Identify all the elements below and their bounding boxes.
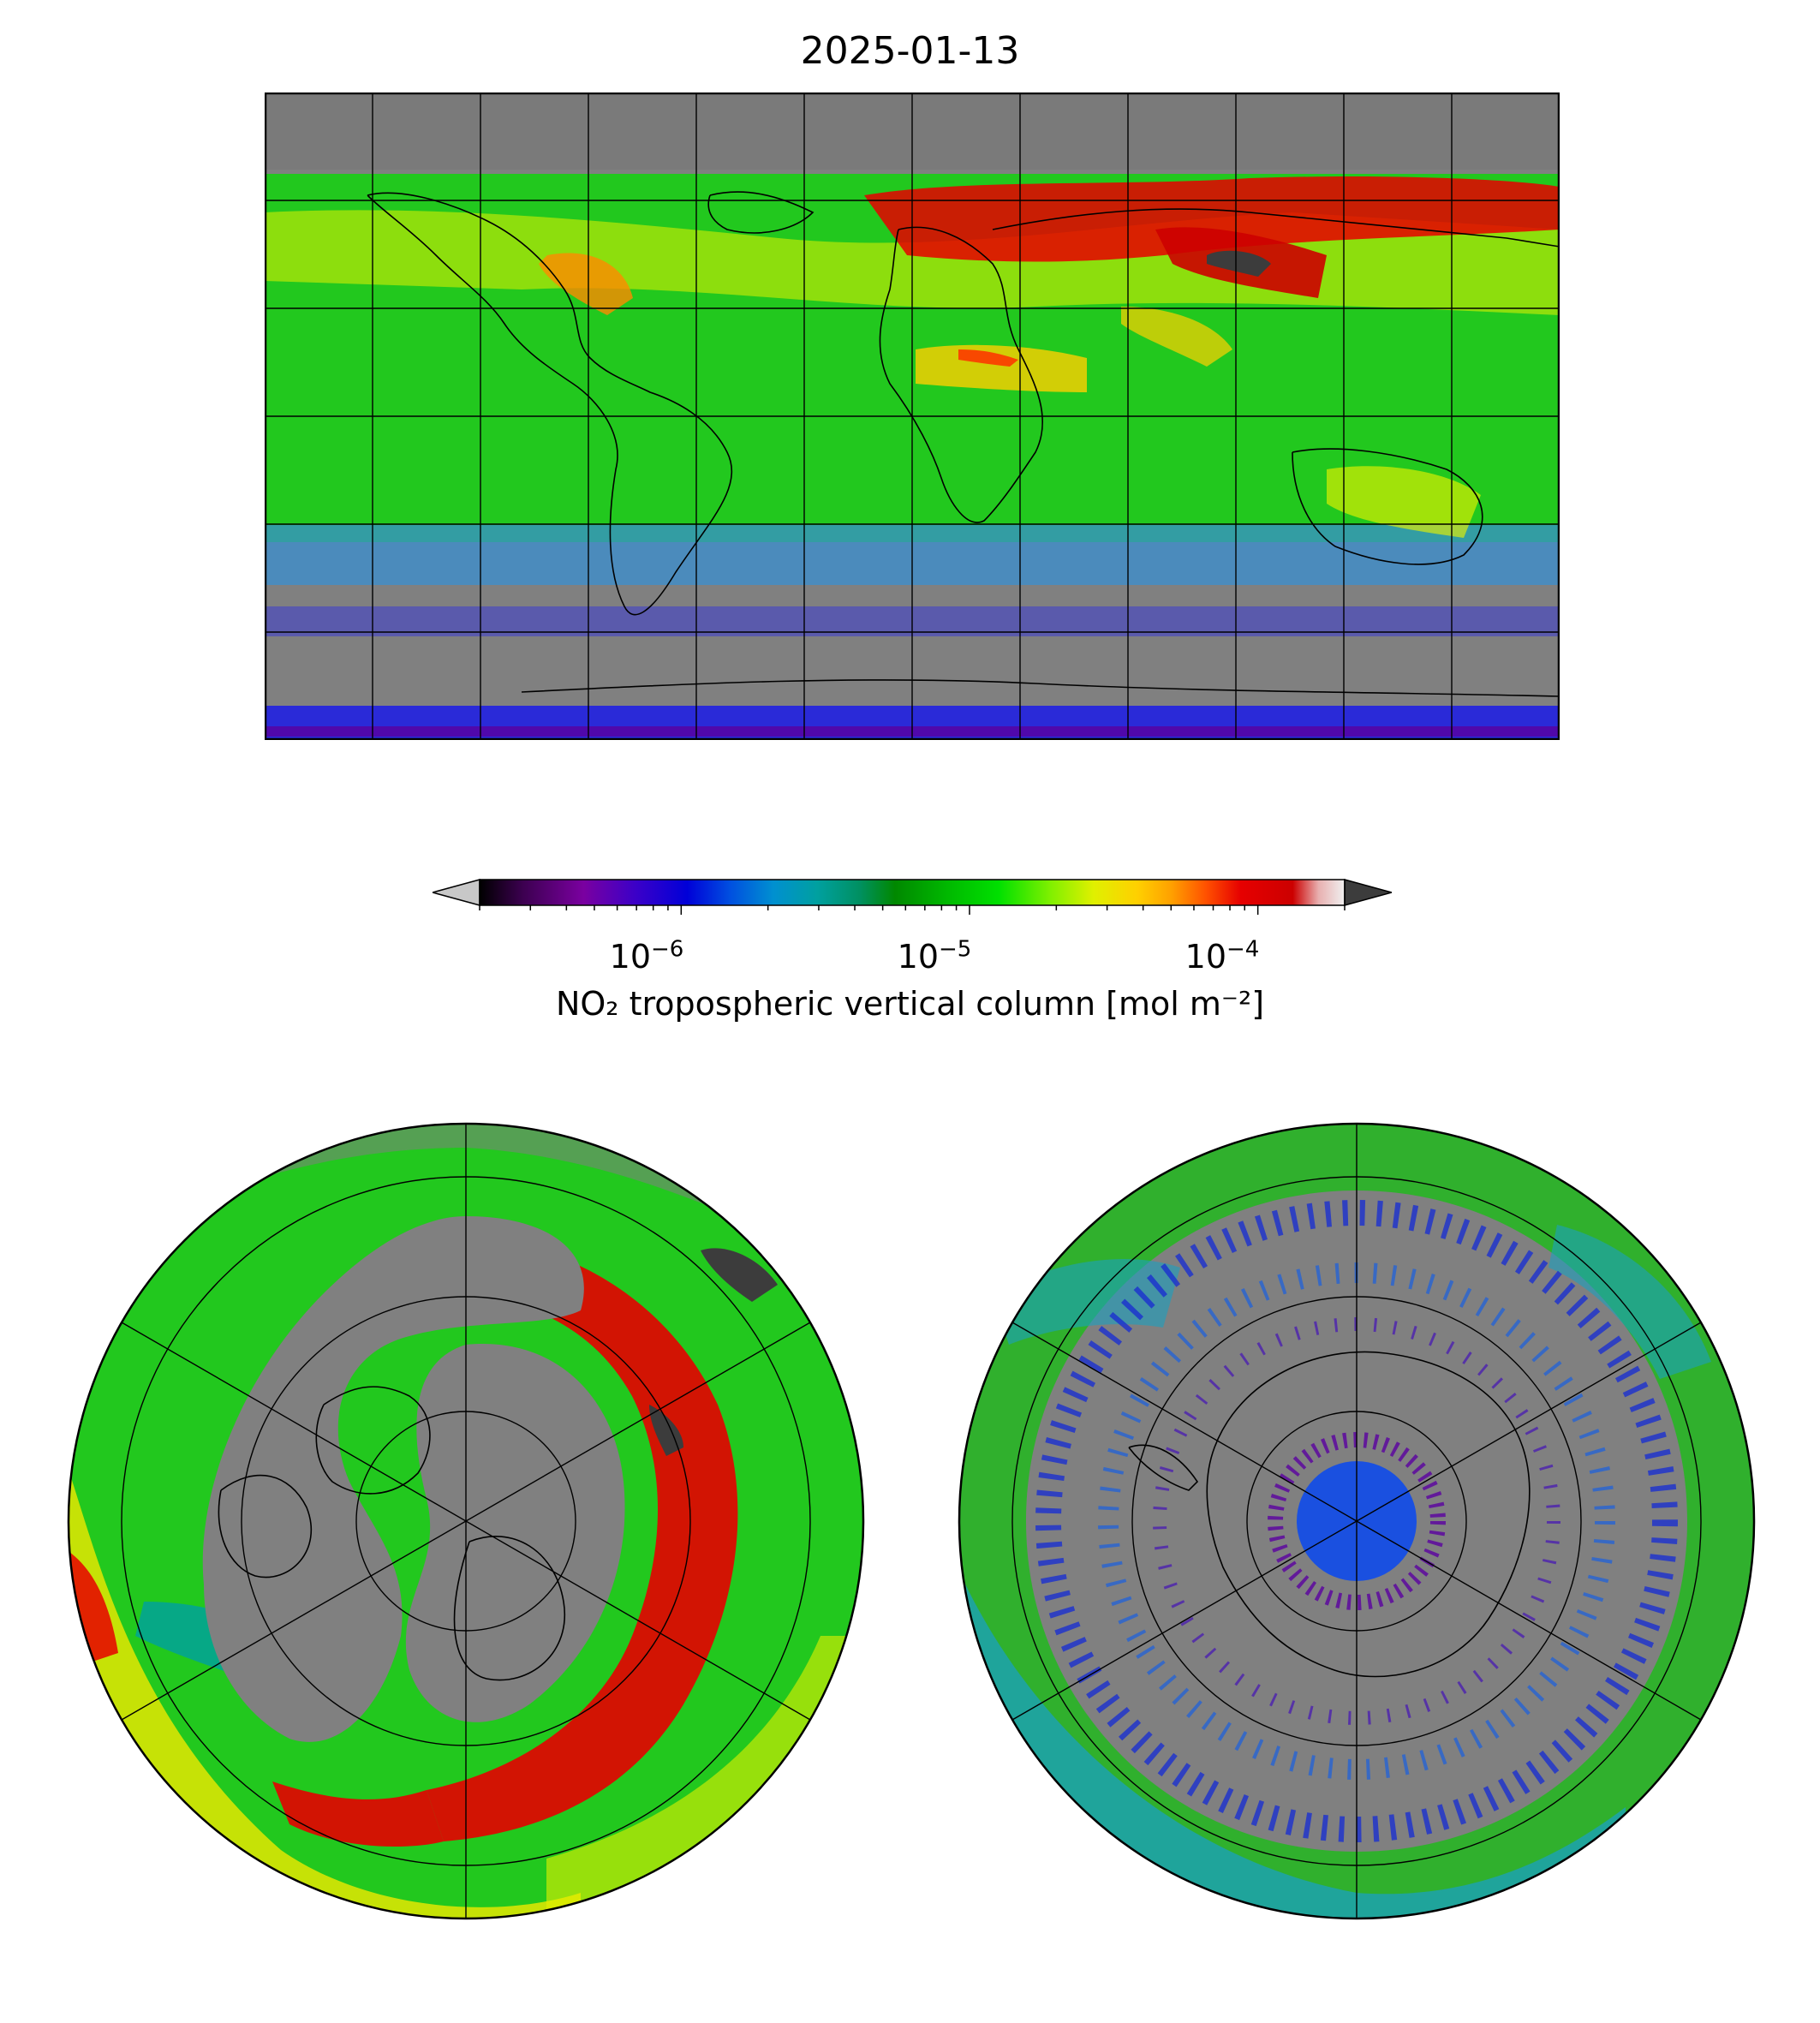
- south-polar-map: [958, 1122, 1756, 1920]
- colorbar-gradient: [480, 880, 1345, 905]
- china-saturated-region: [1207, 250, 1271, 277]
- colorbar-ticks: [479, 905, 1346, 915]
- colorbar-over-arrow: [1344, 879, 1392, 906]
- graticule: [265, 92, 1560, 740]
- north-polar-night-region: [202, 1216, 584, 1742]
- north-polar-map: [67, 1122, 865, 1920]
- colorbar-label: NO₂ tropospheric vertical column [mol m⁻…: [555, 985, 1265, 1023]
- colorbar-tick-label-1e-4: 10−4: [1184, 936, 1260, 976]
- south-polar-graticule: [1011, 1124, 1702, 1919]
- us-east-hotspot: [539, 253, 633, 315]
- eurasia-red-ring: [427, 1238, 738, 1841]
- global-map: [265, 92, 1560, 740]
- north-polar-graticule: [121, 1124, 811, 1919]
- colorbar-under-arrow: [433, 879, 480, 906]
- figure-title: 2025-01-13: [800, 29, 1020, 73]
- coastlines: [367, 191, 1560, 697]
- eurasia-red-band: [864, 176, 1560, 262]
- colorbar-tick-label-1e-5: 10−5: [897, 936, 972, 976]
- colorbar: [433, 879, 1392, 915]
- colorbar-tick-label-1e-6: 10−6: [609, 936, 684, 976]
